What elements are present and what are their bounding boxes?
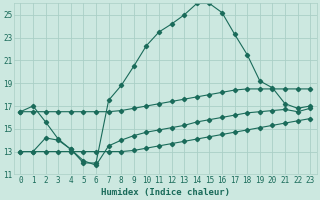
X-axis label: Humidex (Indice chaleur): Humidex (Indice chaleur) <box>101 188 230 197</box>
